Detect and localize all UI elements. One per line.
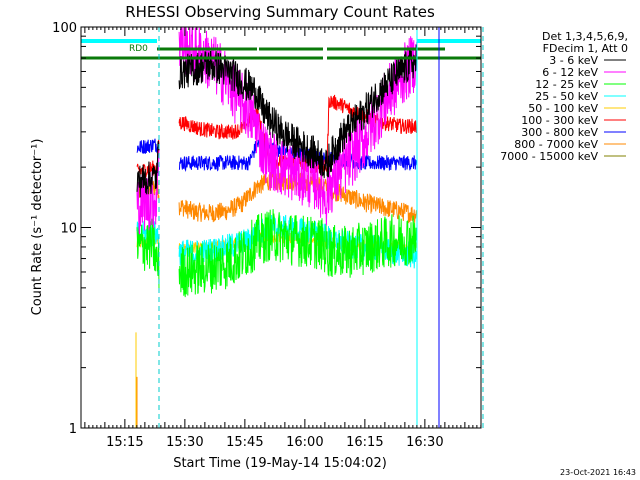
y-tick-label: 1 [69, 422, 77, 437]
y-tick-label: 10 [60, 222, 77, 237]
x-tick-label: 15:15 [106, 435, 143, 450]
legend-entry-label: 7000 - 15000 keV [500, 150, 598, 163]
chart-title: RHESSI Observing Summary Count Rates [125, 3, 435, 21]
legend: Det 1,3,4,5,6,9,FDecim 1, Att 03 - 6 keV… [500, 30, 628, 163]
x-tick-label: 16:30 [406, 435, 443, 450]
legend-entry-label: 12 - 25 keV [535, 78, 598, 91]
x-tick-label: 16:00 [286, 435, 323, 450]
x-tick-label: 15:30 [166, 435, 203, 450]
x-tick-label: 16:15 [346, 435, 383, 450]
rdo-annotation: RD0 [129, 44, 148, 54]
legend-entry-label: 50 - 100 keV [528, 102, 598, 115]
x-axis-label: Start Time (19-May-14 15:04:02) [173, 456, 387, 471]
legend-header: Det 1,3,4,5,6,9, [542, 30, 628, 43]
legend-entry-label: 6 - 12 keV [542, 66, 598, 79]
legend-entry-label: 3 - 6 keV [549, 54, 598, 67]
legend-entry-label: 100 - 300 keV [521, 114, 598, 127]
legend-entry-label: 25 - 50 keV [535, 90, 598, 103]
series-line [136, 44, 418, 198]
legend-header: FDecim 1, Att 0 [543, 42, 628, 55]
footer-timestamp: 23-Oct-2021 16:43 [560, 468, 636, 477]
axes: 15:15 15:30 15:45 16:00 16:15 16:30 1 10 100 [52, 21, 482, 450]
y-axis-label: Count Rate (s⁻¹ detector⁻¹) [30, 139, 45, 316]
y-tick-label: 100 [52, 21, 77, 36]
plot-area [81, 26, 484, 429]
series-line [136, 209, 418, 298]
x-tick-label: 15:45 [226, 435, 263, 450]
legend-entry-label: 800 - 7000 keV [514, 138, 598, 151]
legend-entry-label: 300 - 800 keV [521, 126, 598, 139]
